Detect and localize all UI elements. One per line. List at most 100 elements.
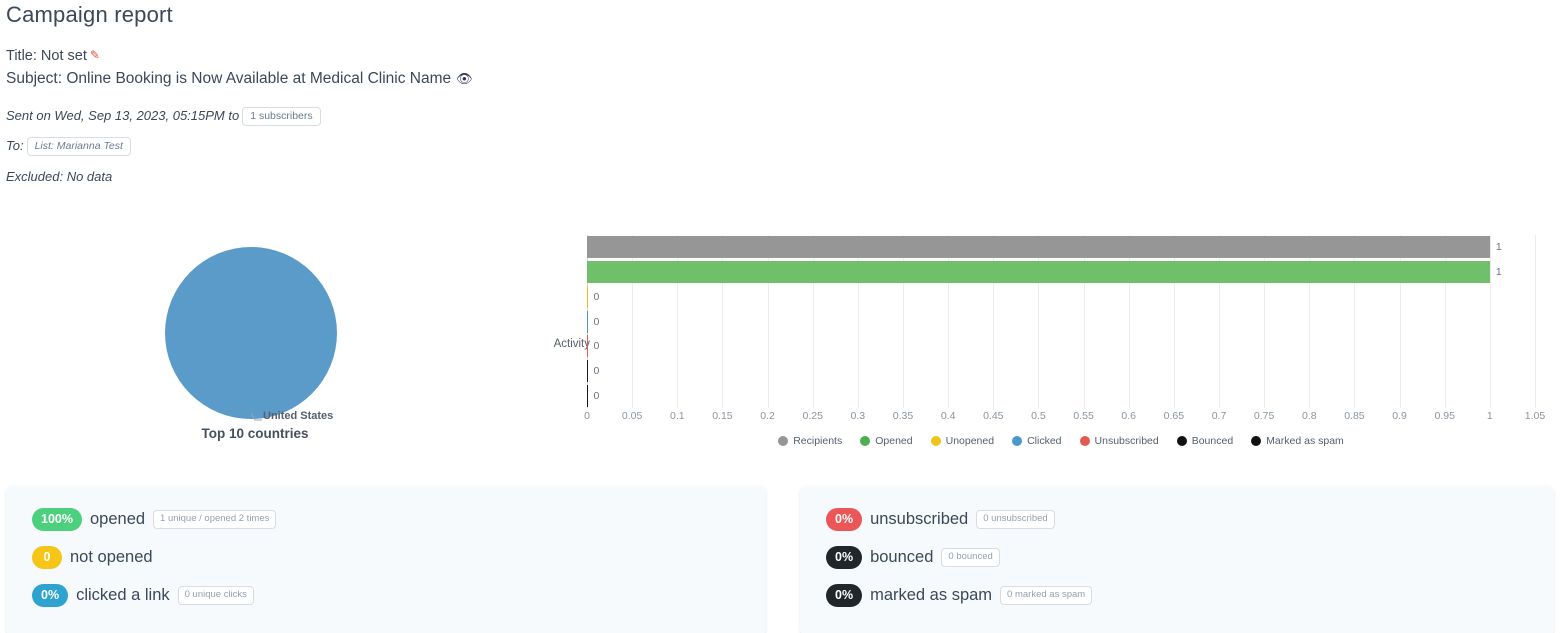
legend-color-swatch	[778, 436, 789, 447]
title-label: Title:	[6, 48, 37, 64]
legend-item-unopened[interactable]: Unopened	[930, 435, 994, 447]
bar-rect	[587, 360, 588, 383]
campaign-subject-row: Subject: Online Booking is Now Available…	[6, 68, 1560, 90]
legend-item-opened[interactable]: Opened	[860, 435, 913, 448]
subject-label: Subject:	[6, 70, 63, 87]
legend-item-recipients[interactable]: Recipients	[778, 435, 842, 447]
bar-rect	[587, 236, 1490, 259]
legend-label: Marked as spam	[1266, 435, 1344, 448]
x-axis-tick-label: 0.45	[983, 410, 1004, 423]
gridline	[1535, 235, 1536, 409]
bar-chart-axis-label: Activity	[553, 338, 590, 351]
excluded-row: Excluded: No data	[6, 169, 113, 185]
legend-color-swatch	[1176, 436, 1187, 447]
stat-detail-pill[interactable]: 0 marked as spam	[1000, 586, 1093, 606]
bar-bounced[interactable]: 0	[587, 360, 599, 383]
bar-marked-as-spam[interactable]: 0	[587, 384, 599, 407]
title-value: Not set	[40, 48, 87, 64]
legend-color-swatch	[1251, 436, 1262, 447]
stat-badge: 0%	[826, 546, 863, 570]
x-axis-tick-label: 0.85	[1344, 410, 1365, 423]
pencil-icon[interactable]: ✎	[89, 48, 100, 62]
gridline	[767, 235, 769, 409]
pie-slice-united-states[interactable]	[165, 247, 337, 420]
to-label: To:	[6, 138, 24, 154]
bar-unsubscribed[interactable]: 0	[587, 335, 599, 358]
bar-chart-x-axis: 0 0.05 0.1 0.15 0.2 0.25 0.3 0.35 0.4 0.45 0.5 0.55…	[584, 410, 1545, 430]
gridline	[632, 235, 634, 409]
gridline	[587, 235, 588, 409]
stat-detail-pill[interactable]: 0 bounced	[941, 548, 1000, 568]
x-axis-tick-label: 1.05	[1524, 410, 1546, 423]
stat-label: marked as spam	[870, 586, 993, 605]
x-axis-tick-label: 0.6	[1121, 410, 1137, 423]
stat-detail-pill[interactable]: 0 unique clicks	[177, 586, 254, 606]
stat-label: opened	[89, 510, 146, 529]
stat-row-unsubscribed: 0% unsubscribed 0 unsubscribed	[826, 508, 1528, 532]
bar-recipients[interactable]: 1	[587, 236, 1502, 259]
gridline	[903, 235, 904, 409]
bar-value-label: 0	[593, 365, 600, 378]
x-axis-tick-label: 0.4	[940, 410, 956, 423]
recipients-row: To: List: Marianna Test	[6, 137, 1560, 157]
page-title: Campaign report	[6, 2, 173, 27]
bar-value-label: 1	[1495, 266, 1502, 279]
legend-item-bounced[interactable]: Bounced	[1176, 435, 1233, 447]
subscribers-count-pill[interactable]: 1 subscribers	[242, 107, 321, 127]
gridline	[1219, 235, 1220, 409]
top-countries-pie-chart: United States Top 10 countries	[120, 230, 390, 470]
gridline	[993, 235, 995, 409]
gridline	[857, 235, 859, 409]
x-axis-tick-label: 0.1	[669, 410, 685, 423]
campaign-title-row: Title: Not set ✎	[6, 46, 1560, 66]
gridline	[1173, 235, 1175, 409]
bar-value-label: 0	[593, 389, 600, 402]
sent-prefix: Sent on Wed, Sep 13, 2023, 05:15PM to	[6, 108, 240, 123]
legend-item-marked-as-spam[interactable]: Marked as spam	[1251, 435, 1344, 447]
gridline	[1444, 235, 1446, 409]
stat-badge: 0%	[32, 584, 69, 608]
chart-gridlines	[587, 235, 1536, 409]
x-axis-tick-label: 0.65	[1163, 410, 1185, 423]
stats-cards-section: 100% opened 1 unique / opened 2 times 0 not …	[0, 486, 1560, 633]
eye-icon[interactable]: 👁	[456, 71, 473, 86]
gridline	[722, 235, 724, 409]
legend-color-swatch	[1012, 436, 1023, 447]
stat-badge: 100%	[32, 508, 82, 532]
stat-detail-pill[interactable]: 1 unique / opened 2 times	[153, 510, 277, 530]
deliverability-stats-card: 0% unsubscribed 0 unsubscribed 0% bounced 0 b…	[800, 486, 1554, 633]
bar-value-label: 0	[593, 315, 600, 328]
bar-rect	[587, 285, 588, 308]
bar-series-container: 1 1 0 0 0 0 0	[587, 235, 1535, 408]
sent-info-row: Sent on Wed, Sep 13, 2023, 05:15PM to 1 s…	[6, 107, 1560, 127]
x-axis-tick-label: 1	[1486, 410, 1493, 423]
stat-detail-pill[interactable]: 0 unsubscribed	[976, 510, 1055, 530]
x-axis-tick-label: 0.7	[1211, 410, 1227, 423]
bar-clicked[interactable]: 0	[587, 310, 599, 333]
bar-unopened[interactable]: 0	[587, 285, 599, 308]
stat-row-opened: 100% opened 1 unique / opened 2 times	[32, 508, 740, 532]
legend-label: Opened	[875, 435, 913, 448]
engagement-stats-card: 100% opened 1 unique / opened 2 times 0 not …	[6, 486, 766, 633]
recipient-list-pill[interactable]: List: Marianna Test	[26, 137, 131, 157]
x-axis-tick-label: 0.75	[1253, 410, 1275, 423]
stat-badge: 0%	[826, 508, 863, 532]
bar-rect	[587, 335, 588, 358]
legend-item-clicked[interactable]: Clicked	[1012, 435, 1062, 447]
stat-row-bounced: 0% bounced 0 bounced	[826, 546, 1528, 570]
stat-label: bounced	[870, 548, 934, 567]
gridline	[1264, 235, 1266, 409]
stat-row-not-opened: 0 not opened	[32, 546, 740, 570]
bar-rect	[587, 261, 1490, 284]
bar-opened[interactable]: 1	[587, 261, 1502, 284]
gridline	[1038, 235, 1040, 409]
legend-color-swatch	[930, 436, 941, 447]
charts-section: United States Top 10 countries Activity …	[0, 230, 1560, 470]
gridline	[1309, 235, 1311, 409]
legend-item-unsubscribed[interactable]: Unsubscribed	[1079, 435, 1159, 447]
bar-rect	[587, 384, 588, 407]
bar-chart-legend: Recipients Opened Unopened Clicked Unsubscri…	[587, 435, 1535, 447]
pie-slice-label-united-states: United States	[263, 410, 334, 423]
pie-leader-line	[250, 412, 262, 424]
stat-label: clicked a link	[76, 586, 170, 605]
